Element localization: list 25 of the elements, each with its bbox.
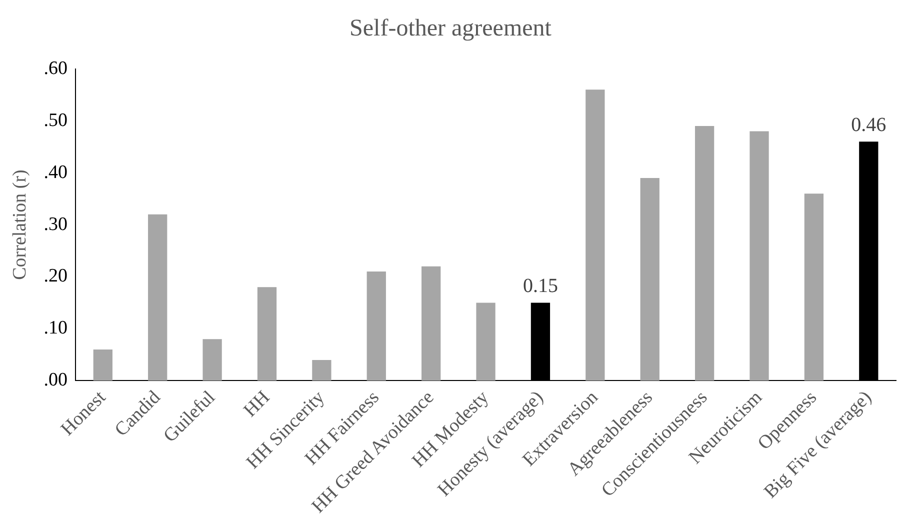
bar: [586, 90, 605, 381]
y-axis-title: Correlation (r): [9, 170, 30, 280]
chart-title: Self-other agreement: [350, 16, 552, 42]
bar: [202, 339, 222, 381]
y-tick-label: .00: [44, 370, 68, 391]
y-tick-label: .10: [44, 318, 68, 339]
data-label: 0.15: [522, 275, 558, 298]
bar: [93, 350, 112, 381]
bar: [312, 360, 332, 381]
bar: [804, 194, 824, 381]
bar: [257, 287, 277, 381]
y-tick-label: .60: [44, 58, 68, 79]
x-tick-label: HH: [240, 386, 274, 422]
bar: [750, 131, 769, 381]
bar: [366, 272, 386, 381]
data-label: 0.46: [851, 114, 886, 136]
y-tick-label: .30: [44, 214, 68, 235]
y-tick-label: .20: [44, 266, 68, 287]
y-tick-label: .40: [44, 162, 68, 183]
bar: [694, 126, 714, 381]
bar: [148, 214, 168, 381]
bar: [476, 302, 496, 381]
y-tick-label: .50: [44, 110, 68, 131]
bar: [422, 266, 441, 381]
bar: [640, 178, 660, 381]
